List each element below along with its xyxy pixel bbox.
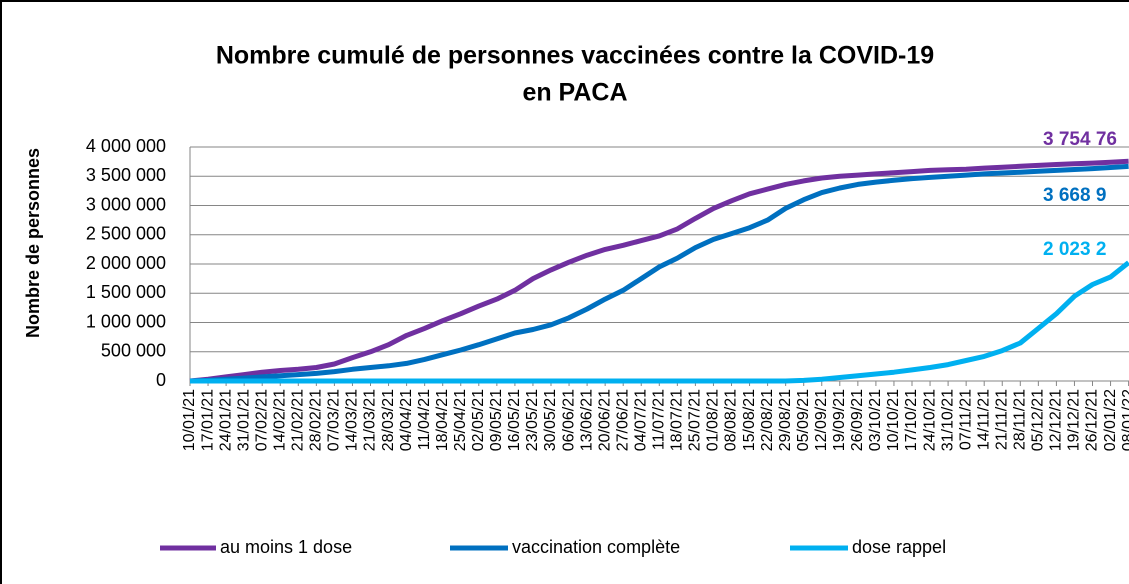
x-tick-label: 20/06/21 <box>596 389 613 451</box>
x-tick-label: 07/03/21 <box>326 389 343 451</box>
data-label: 3 668 9 <box>1043 185 1106 206</box>
x-tick-label: 12/09/21 <box>813 389 830 451</box>
legend-label: dose rappel <box>852 537 946 557</box>
chart-title: en PACA <box>522 79 627 107</box>
y-axis-label: Nombre de personnes <box>23 148 43 338</box>
x-tick-label: 07/02/21 <box>253 389 270 451</box>
x-tick-label: 03/10/21 <box>867 389 884 451</box>
series-line <box>189 158 1129 384</box>
x-tick-label: 29/08/21 <box>777 389 794 451</box>
x-tick-label: 12/12/21 <box>1048 389 1065 451</box>
x-tick-label: 31/01/21 <box>235 389 252 451</box>
x-tick-label: 28/03/21 <box>380 389 397 451</box>
x-tick-label: 25/04/21 <box>452 389 469 451</box>
series-line <box>189 163 1129 384</box>
x-tick-label: 18/04/21 <box>434 389 451 451</box>
data-label: 3 754 76 <box>1043 129 1117 150</box>
x-tick-label: 23/05/21 <box>524 389 541 451</box>
x-tick-label: 14/11/21 <box>975 389 992 450</box>
x-tick-label: 15/08/21 <box>741 389 758 451</box>
x-tick-label: 25/07/21 <box>687 389 704 451</box>
x-tick-label: 13/06/21 <box>578 389 595 451</box>
x-tick-label: 10/01/21 <box>181 389 198 451</box>
x-tick-label: 08/08/21 <box>723 389 740 451</box>
x-tick-label: 19/12/21 <box>1066 389 1083 451</box>
x-tick-label: 21/03/21 <box>362 389 379 451</box>
x-tick-label: 19/09/21 <box>831 389 848 451</box>
x-tick-label: 06/06/21 <box>560 389 577 451</box>
x-tick-label: 22/08/21 <box>759 389 776 451</box>
x-tick-label: 31/10/21 <box>939 389 956 451</box>
x-tick-label: 26/12/21 <box>1084 389 1101 451</box>
x-tick-label: 17/01/21 <box>199 389 216 451</box>
x-tick-label: 02/01/22 <box>1102 389 1119 451</box>
x-tick-label: 24/01/21 <box>217 389 234 451</box>
x-tick-label: 05/12/21 <box>1030 389 1047 451</box>
data-label: 2 023 2 <box>1043 239 1106 260</box>
x-tick-label: 11/07/21 <box>651 389 668 450</box>
y-tick-label: 4 000 000 <box>86 136 166 156</box>
legend-label: vaccination complète <box>512 537 680 557</box>
legend-label: au moins 1 dose <box>220 537 352 557</box>
x-tick-label: 14/03/21 <box>344 389 361 451</box>
x-tick-label: 18/07/21 <box>669 389 686 451</box>
y-tick-label: 2 500 000 <box>86 224 166 244</box>
chart-title: Nombre cumulé de personnes vaccinées con… <box>216 42 934 70</box>
x-tick-label: 02/05/21 <box>470 389 487 451</box>
x-tick-label: 17/10/21 <box>903 389 920 451</box>
x-tick-label: 05/09/21 <box>795 389 812 451</box>
x-tick-label: 16/05/21 <box>506 389 523 451</box>
x-tick-label: 21/02/21 <box>290 389 307 451</box>
x-tick-label: 04/04/21 <box>398 389 415 451</box>
y-tick-label: 500 000 <box>101 341 166 361</box>
x-tick-label: 28/02/21 <box>308 389 325 451</box>
x-tick-label: 01/08/21 <box>705 389 722 451</box>
x-tick-label: 28/11/21 <box>1012 389 1029 450</box>
series-line <box>190 260 1129 384</box>
y-tick-label: 1 500 000 <box>86 282 166 302</box>
x-tick-label: 08/01/22 <box>1120 389 1129 451</box>
y-tick-label: 2 000 000 <box>86 253 166 273</box>
x-tick-label: 11/04/21 <box>416 389 433 450</box>
x-tick-label: 10/10/21 <box>885 389 902 451</box>
x-tick-label: 24/10/21 <box>921 389 938 451</box>
y-tick-label: 3 000 000 <box>86 194 166 214</box>
x-tick-label: 26/09/21 <box>849 389 866 451</box>
x-tick-label: 09/05/21 <box>488 389 505 451</box>
x-tick-label: 14/02/21 <box>271 389 288 451</box>
y-tick-label: 3 500 000 <box>86 165 166 185</box>
x-tick-label: 04/07/21 <box>632 389 649 451</box>
y-tick-label: 0 <box>156 370 166 390</box>
x-tick-label: 07/11/21 <box>957 389 974 450</box>
x-tick-label: 27/06/21 <box>614 389 631 451</box>
y-tick-label: 1 000 000 <box>86 311 166 331</box>
x-tick-label: 21/11/21 <box>993 389 1010 450</box>
x-tick-label: 30/05/21 <box>542 389 559 451</box>
